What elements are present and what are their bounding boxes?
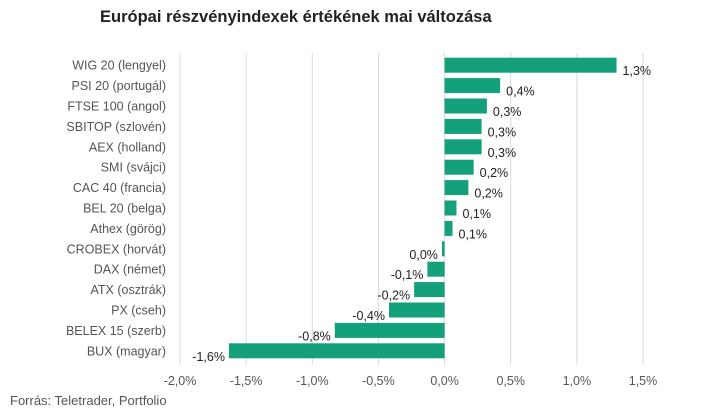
value-label: 0,2% [480,166,509,180]
category-label: BELEX 15 (szerb) [66,324,166,338]
bar [444,220,453,236]
category-label: AEX (holland) [89,140,166,154]
value-label: 0,0% [409,248,438,262]
category-label: DAX (német) [94,263,166,277]
chart-title: Európai részvényindexek értékének mai vá… [100,8,492,26]
bar [444,159,474,175]
bar [228,343,445,359]
value-label: 0,3% [488,125,517,139]
value-label: 0,3% [488,146,517,160]
bar [444,180,469,196]
bar [441,241,445,257]
bar [444,200,457,216]
value-label: 0,1% [462,207,491,221]
value-label: -1,6% [192,350,225,364]
bar [389,302,445,318]
value-label: -0,8% [298,329,331,343]
category-label: Athex (görög) [90,222,166,236]
bar [444,118,482,134]
category-label: FTSE 100 (angol) [67,100,166,114]
x-tick-label: 0,5% [496,374,525,388]
value-label: 0,2% [474,187,503,201]
value-label: -0,4% [352,309,385,323]
value-label: 0,1% [459,227,488,241]
category-label: BEL 20 (belga) [83,202,166,216]
value-label: 0,4% [506,85,535,99]
bar [427,261,445,277]
category-label: CAC 40 (francia) [73,181,166,195]
bar [444,78,501,94]
category-label: ATX (osztrák) [91,283,166,297]
category-label: WIG 20 (lengyel) [72,59,166,73]
category-label: SBITOP (szlovén) [66,120,166,134]
x-tick-label: 1,0% [563,374,592,388]
category-label: SMI (svájci) [101,161,166,175]
x-tick-label: 0,0% [430,374,459,388]
category-label: BUX (magyar) [87,344,166,358]
x-tick-label: -2,0% [164,374,197,388]
bar [444,98,487,114]
bar [444,57,617,73]
x-tick-label: 1,5% [629,374,658,388]
x-tick-label: -0,5% [362,374,395,388]
value-label: 0,3% [493,105,521,119]
bar [414,282,445,298]
value-label: -0,2% [377,289,410,303]
category-label: PX (cseh) [111,304,166,318]
bar [334,322,445,338]
value-label: -0,1% [391,268,424,282]
x-tick-label: -1,5% [230,374,263,388]
value-label: 1,3% [623,64,652,78]
category-label: PSI 20 (portugál) [72,79,167,93]
x-tick-label: -1,0% [296,374,329,388]
bar [444,139,482,155]
category-label: CROBEX (horvát) [67,242,166,256]
source-note: Forrás: Teletrader, Portfolio [10,393,167,408]
